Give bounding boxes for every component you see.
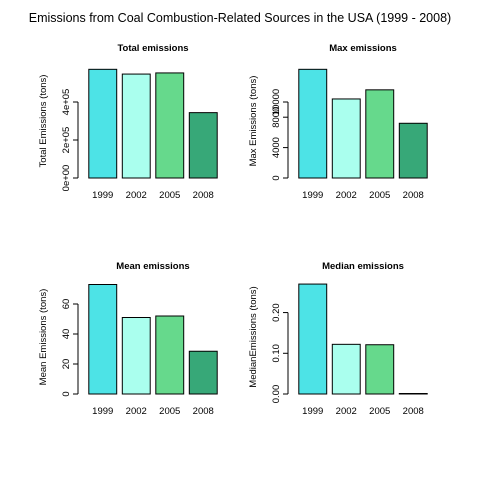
y-tick-label: 4000: [271, 137, 282, 158]
y-tick-label: 4e+05: [61, 89, 72, 116]
x-tick-label: 2008: [193, 190, 214, 201]
x-tick-label: 1999: [92, 190, 113, 201]
panel-title: Max emissions: [329, 43, 397, 54]
bar-2002: [331, 343, 361, 395]
panel-title: Total emissions: [117, 43, 188, 54]
bar-2002: [121, 317, 151, 395]
y-tick-label: 0: [271, 175, 282, 180]
x-tick-label: 2008: [403, 406, 424, 417]
chart-panel-2: Max emissions 1999 2002 2005 2008 0 4000 800010…: [248, 43, 428, 201]
x-tick-label: 1999: [302, 406, 323, 417]
panel-title: Mean emissions: [116, 261, 189, 272]
y-tick-label: 0.20: [271, 303, 282, 322]
bar-2005: [155, 315, 185, 395]
y-axis-label: Mean Emissions (tons): [38, 289, 49, 386]
x-tick-label: 2005: [369, 190, 390, 201]
y-tick-label: 0: [61, 391, 72, 396]
x-tick-label: 2002: [126, 190, 147, 201]
y-tick-label: 8000: [271, 107, 282, 128]
chart-panels: Total emissions 1999 2002 2005 2008 0e+00 2e+0…: [38, 43, 428, 417]
y-tick-label: 60: [61, 299, 72, 310]
bar-2005: [365, 89, 395, 179]
y-tick-label: 10000: [271, 89, 282, 115]
x-tick-label: 2008: [403, 190, 424, 201]
y-tick-label: 2e+05: [61, 127, 72, 154]
y-tick-label: 40: [61, 329, 72, 340]
x-tick-label: 2005: [159, 190, 180, 201]
x-tick-label: 2008: [193, 406, 214, 417]
bar-2002: [121, 73, 151, 179]
x-tick-label: 2002: [126, 406, 147, 417]
figure-title: Emissions from Coal Combustion-Related S…: [29, 11, 451, 25]
y-axis-label: Total Emissions (tons): [38, 75, 49, 168]
chart-panel-4: Median emissions 1999 2002 2005 2008 0.00 0.10…: [248, 261, 428, 417]
x-tick-label: 2005: [159, 406, 180, 417]
y-tick-label: 0.00: [271, 385, 282, 404]
bar-2008: [398, 393, 428, 395]
bar-2008: [398, 122, 428, 179]
bar-1999: [88, 284, 118, 395]
bar-1999: [88, 68, 118, 179]
y-tick-label: 0e+00: [61, 165, 72, 192]
bar-1999: [298, 68, 328, 179]
bar-2008: [188, 350, 218, 395]
bar-1999: [298, 283, 328, 395]
y-axis-label: MedianEmissions (tons): [248, 286, 259, 387]
x-tick-label: 1999: [92, 406, 113, 417]
bar-2005: [365, 344, 395, 395]
y-tick-label: 20: [61, 359, 72, 370]
x-tick-label: 2002: [336, 190, 357, 201]
x-tick-label: 2002: [336, 406, 357, 417]
y-tick-label: 0.10: [271, 344, 282, 363]
y-axis-label: Max Emissions (tons): [248, 76, 259, 167]
bar-2008: [188, 112, 218, 179]
chart-panel-3: Mean emissions 1999 2002 2005 2008 0 20 40 60 Mea…: [38, 261, 218, 417]
chart-panel-1: Total emissions 1999 2002 2005 2008 0e+00 2e+0…: [38, 43, 218, 201]
bar-2002: [331, 98, 361, 179]
x-tick-label: 2005: [369, 406, 390, 417]
x-tick-label: 1999: [302, 190, 323, 201]
panel-title: Median emissions: [322, 261, 404, 272]
bar-2005: [155, 72, 185, 179]
